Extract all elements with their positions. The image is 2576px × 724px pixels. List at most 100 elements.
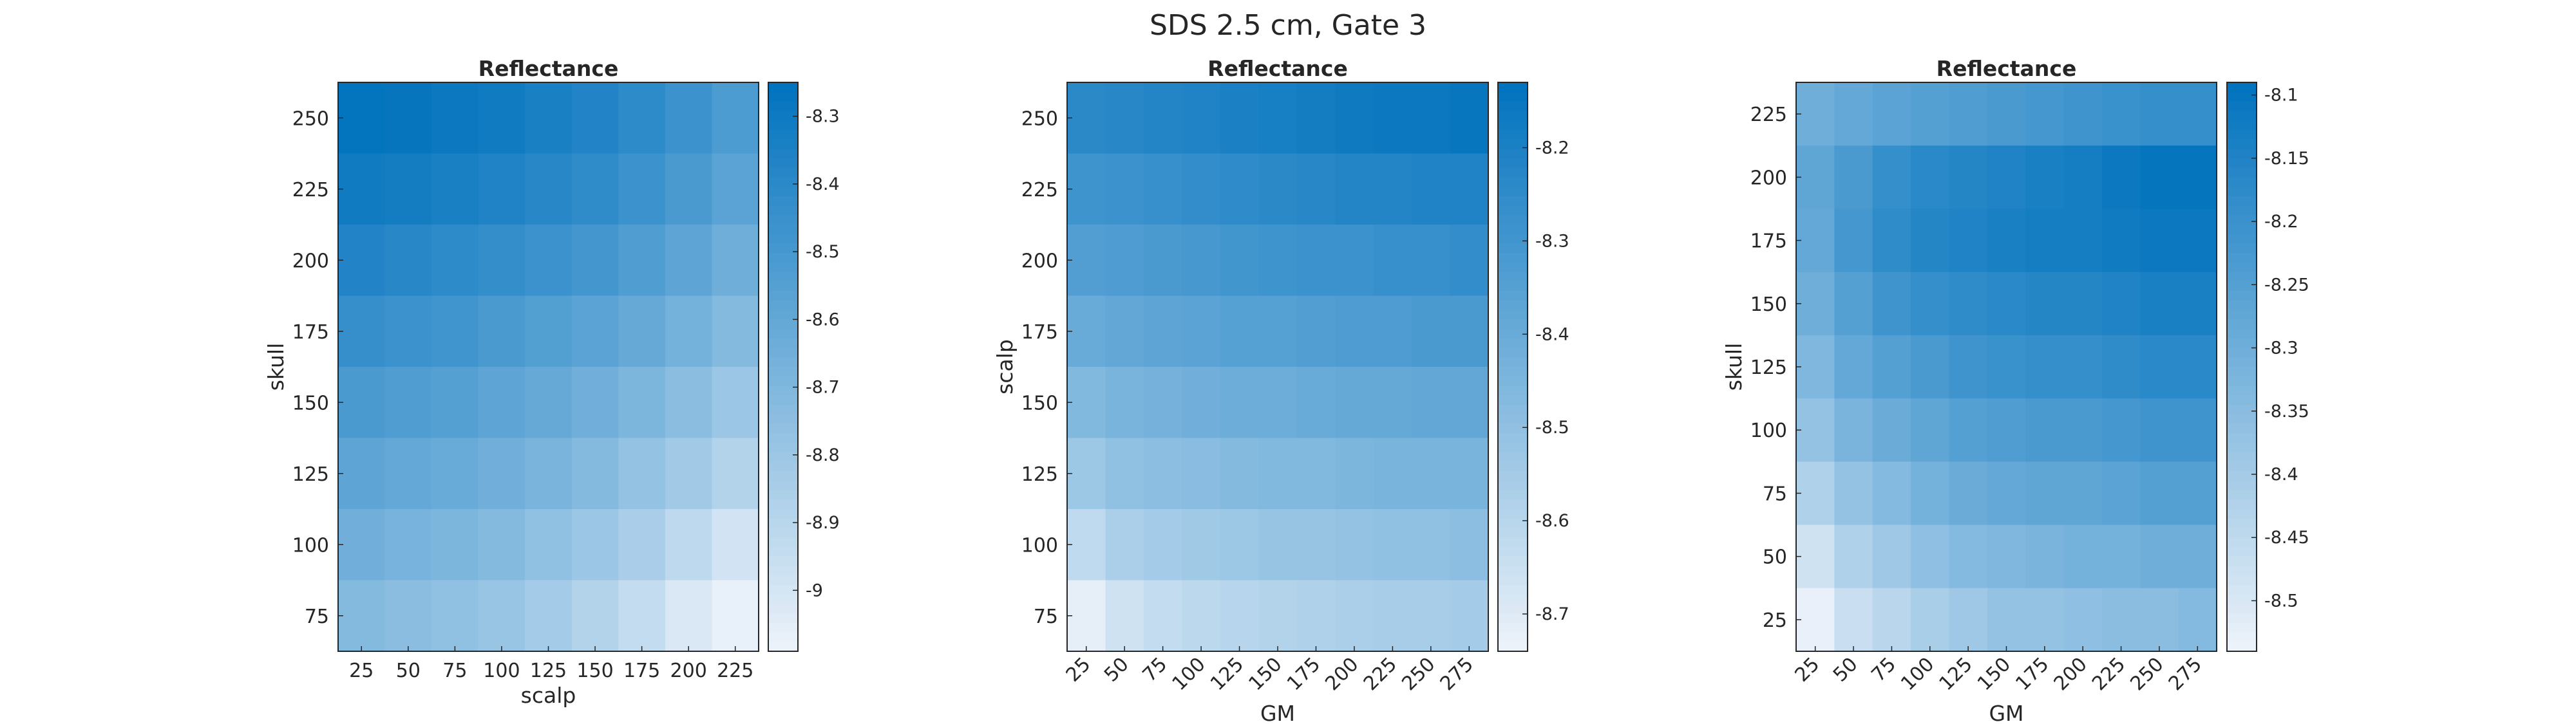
y-tick-label: 100 bbox=[292, 534, 329, 557]
heatmap-cell bbox=[1949, 82, 1988, 146]
heatmap-cell bbox=[2025, 588, 2065, 652]
heatmap-cell bbox=[2178, 82, 2217, 146]
heatmap-cell bbox=[2025, 398, 2065, 462]
colorbar-segment bbox=[1498, 243, 1528, 254]
colorbar-tick-label: -8.1 bbox=[2264, 86, 2298, 106]
heatmap-cell bbox=[618, 367, 666, 439]
heatmap-cell bbox=[2101, 272, 2141, 336]
colorbar-segment bbox=[768, 225, 798, 235]
heatmap-cell bbox=[2140, 461, 2179, 526]
y-tick-label: 250 bbox=[1021, 107, 1058, 130]
colorbar-tick-label: -8.3 bbox=[1535, 231, 1569, 251]
colorbar-segment bbox=[768, 253, 798, 263]
heatmap-cell bbox=[1796, 461, 1835, 526]
heatmap-cell bbox=[1258, 509, 1298, 581]
colorbar-segment bbox=[1498, 376, 1528, 387]
colorbar-segment bbox=[768, 215, 798, 225]
heatmap-cell bbox=[1143, 438, 1182, 510]
heatmap-cell bbox=[618, 580, 666, 652]
heatmap-cell bbox=[1911, 588, 1950, 652]
heatmap-cell bbox=[525, 438, 573, 510]
heatmap-cell bbox=[1796, 145, 1835, 210]
colorbar-segment bbox=[1498, 471, 1528, 481]
heatmap-cell bbox=[431, 509, 479, 581]
colorbar-tick-label: -8.9 bbox=[806, 513, 840, 533]
heatmap-cell bbox=[1373, 82, 1412, 154]
colorbar-segment bbox=[2227, 594, 2257, 604]
heatmap-cell bbox=[1872, 145, 1911, 210]
colorbar-segment bbox=[768, 149, 798, 159]
heatmap-cell bbox=[665, 295, 713, 367]
heatmap-cell bbox=[1450, 580, 1489, 652]
heatmap-cell bbox=[2025, 524, 2065, 589]
heatmap-cell bbox=[2025, 272, 2065, 336]
heatmap-cell bbox=[665, 225, 713, 297]
colorbar-segment bbox=[2227, 101, 2257, 111]
colorbar-segment bbox=[1498, 82, 1528, 93]
colorbar-segment bbox=[2227, 300, 2257, 311]
heatmap-cell bbox=[618, 509, 666, 581]
x-tick-label: 25 bbox=[1062, 653, 1095, 687]
heatmap-cell bbox=[1296, 295, 1336, 367]
heatmap-cell bbox=[478, 509, 526, 581]
y-tick-label: 75 bbox=[305, 606, 329, 628]
x-tick-label: 175 bbox=[2011, 653, 2053, 695]
colorbar-segment bbox=[768, 129, 798, 140]
colorbar-segment bbox=[768, 509, 798, 519]
x-tick-label: 225 bbox=[717, 660, 753, 682]
colorbar-segment bbox=[1498, 291, 1528, 301]
colorbar-segment bbox=[768, 300, 798, 311]
heatmap-cell bbox=[1143, 295, 1182, 367]
x-tick-label: 75 bbox=[1867, 653, 1900, 687]
heatmap-cell bbox=[478, 580, 526, 652]
colorbar-segment bbox=[2227, 404, 2257, 415]
colorbar-tick-label: -8.5 bbox=[1535, 418, 1569, 438]
heatmap-cell bbox=[384, 509, 432, 581]
colorbar-segment bbox=[1498, 452, 1528, 462]
heatmap-cell bbox=[1872, 82, 1911, 146]
colorbar-segment bbox=[2227, 205, 2257, 216]
colorbar-segment bbox=[768, 452, 798, 462]
heatmap-cell bbox=[478, 225, 526, 297]
colorbar-segment bbox=[2227, 490, 2257, 500]
heatmap-cell bbox=[1796, 398, 1835, 462]
colorbar-segment bbox=[768, 546, 798, 557]
heatmap-cell bbox=[2101, 335, 2141, 399]
heatmap-cell bbox=[1105, 225, 1144, 297]
heatmap-cell bbox=[431, 153, 479, 225]
heatmap-cell bbox=[1220, 82, 1259, 154]
x-tick-label: 100 bbox=[1168, 653, 1210, 695]
heatmap-cell bbox=[1911, 82, 1950, 146]
heatmap-cell bbox=[1335, 225, 1374, 297]
heatmap-cell bbox=[1143, 153, 1182, 225]
x-tick-label: 150 bbox=[576, 660, 613, 682]
heatmap-cell bbox=[431, 438, 479, 510]
heatmap-cell bbox=[431, 82, 479, 154]
colorbar-segment bbox=[768, 367, 798, 377]
colorbar-segment bbox=[1498, 196, 1528, 207]
heatmap-cell bbox=[1067, 367, 1106, 439]
colorbar-segment bbox=[2227, 129, 2257, 140]
colorbar-segment bbox=[2227, 149, 2257, 159]
colorbar-tick-label: -8.15 bbox=[2264, 149, 2309, 169]
heatmap-cell bbox=[1911, 524, 1950, 589]
colorbar-segment bbox=[2227, 111, 2257, 121]
heatmap-cell bbox=[1105, 367, 1144, 439]
colorbar-segment bbox=[768, 642, 798, 652]
heatmap-cell bbox=[1796, 209, 1835, 273]
x-tick-label: 50 bbox=[1829, 653, 1862, 687]
heatmap-cell bbox=[525, 82, 573, 154]
heatmap-cell bbox=[1987, 82, 2026, 146]
colorbar-segment bbox=[2227, 187, 2257, 197]
colorbar-segment bbox=[1498, 338, 1528, 349]
heatmap-cell bbox=[2063, 82, 2103, 146]
figure-title: SDS 2.5 cm, Gate 3 bbox=[1149, 9, 1427, 42]
heatmap-cell bbox=[1220, 295, 1259, 367]
heatmap-cell bbox=[1296, 509, 1336, 581]
colorbar-segment bbox=[768, 167, 798, 178]
heatmap-cell bbox=[338, 295, 386, 367]
heatmap-cell bbox=[1834, 335, 1873, 399]
colorbar-segment bbox=[1498, 509, 1528, 519]
heatmap-cell bbox=[665, 580, 713, 652]
y-tick-label: 225 bbox=[1750, 104, 1787, 126]
